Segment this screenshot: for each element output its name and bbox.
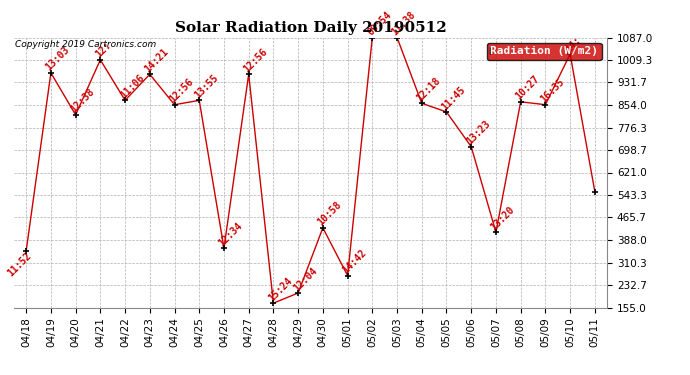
Text: 11:38: 11:38 (390, 10, 418, 38)
Text: 14:42: 14:42 (341, 248, 368, 276)
Text: 12:34: 12:34 (217, 220, 245, 248)
Text: 12:04: 12:04 (291, 265, 319, 293)
Text: 11:06: 11:06 (118, 72, 146, 100)
Text: 10:27: 10:27 (513, 74, 542, 102)
Text: 09:54: 09:54 (365, 10, 393, 38)
Text: 12:: 12: (93, 40, 112, 60)
Text: 15:24: 15:24 (266, 275, 294, 303)
Text: 13:55: 13:55 (193, 72, 220, 100)
Text: 11:52: 11:52 (6, 251, 33, 279)
Text: 13:23: 13:23 (464, 119, 492, 147)
Text: 11:45: 11:45 (440, 84, 467, 112)
Text: 12:38: 12:38 (68, 87, 97, 115)
Text: 13:20: 13:20 (489, 204, 517, 232)
Title: Solar Radiation Daily 20190512: Solar Radiation Daily 20190512 (175, 21, 446, 35)
Text: Copyright 2019 Cartronics.com: Copyright 2019 Cartronics.com (15, 40, 156, 49)
Text: 14:21: 14:21 (143, 46, 170, 74)
Text: 10:58: 10:58 (316, 200, 344, 228)
Text: 14:: 14: (563, 34, 582, 54)
Text: 13:03: 13:03 (44, 45, 72, 73)
Legend: Radiation (W/m2): Radiation (W/m2) (487, 43, 602, 60)
Text: 16:35: 16:35 (538, 77, 566, 105)
Text: 12:56: 12:56 (168, 77, 195, 105)
Text: 12:56: 12:56 (241, 46, 270, 74)
Text: 12:18: 12:18 (415, 75, 442, 103)
